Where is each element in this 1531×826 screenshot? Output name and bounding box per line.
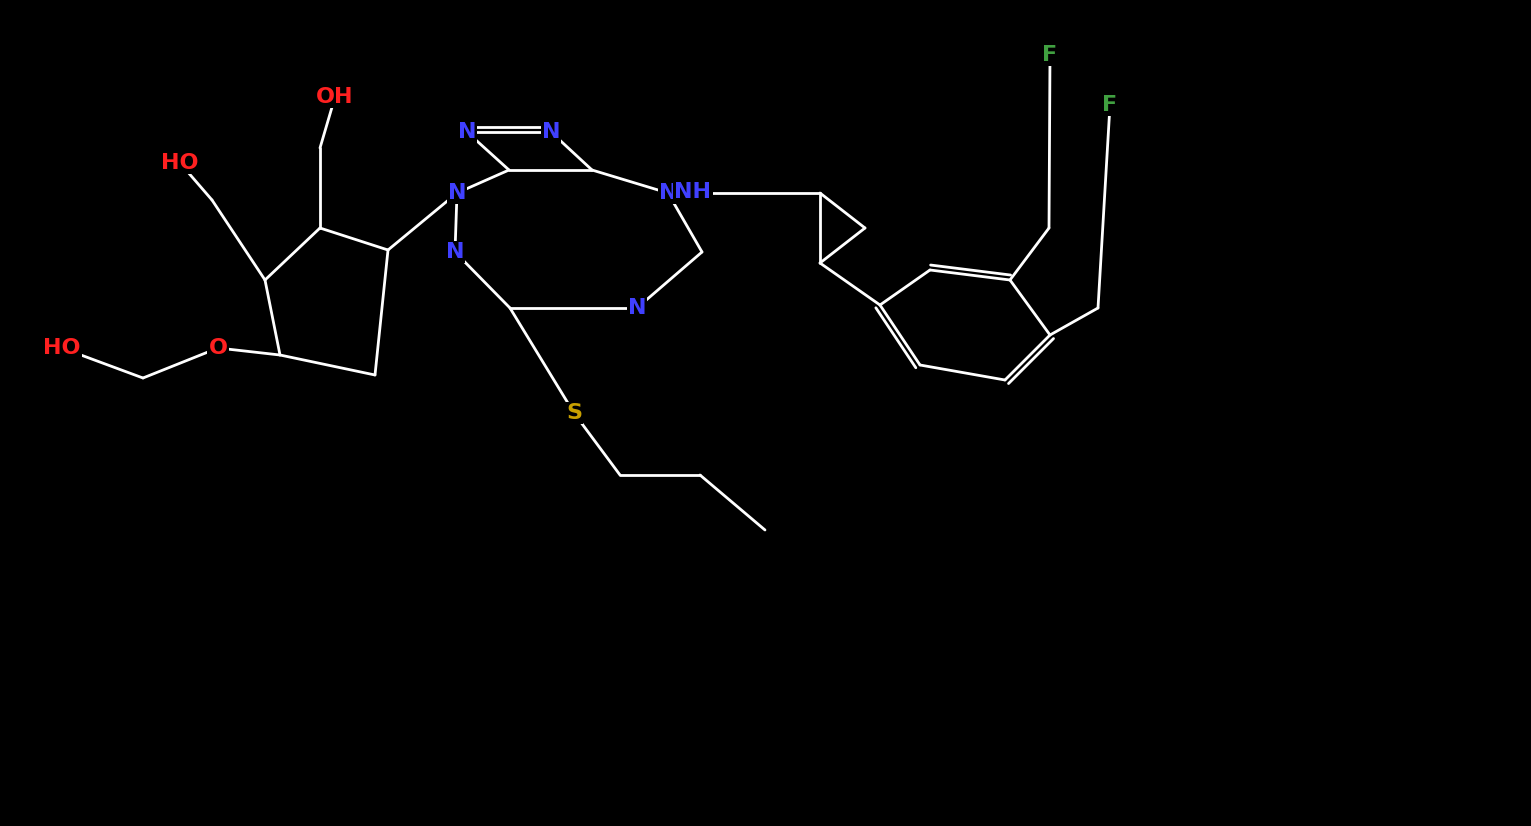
Text: N: N [542, 122, 560, 142]
Text: HO: HO [43, 338, 81, 358]
Text: NH: NH [675, 182, 712, 202]
Text: F: F [1043, 45, 1058, 65]
Text: O: O [208, 338, 228, 358]
Text: OH: OH [317, 87, 354, 107]
Text: N: N [446, 242, 464, 262]
Text: F: F [1102, 95, 1118, 115]
Text: N: N [628, 298, 646, 318]
Text: S: S [566, 403, 582, 423]
Text: N: N [447, 183, 467, 203]
Text: HO: HO [161, 153, 199, 173]
Text: N: N [458, 122, 476, 142]
Text: N: N [658, 183, 677, 203]
